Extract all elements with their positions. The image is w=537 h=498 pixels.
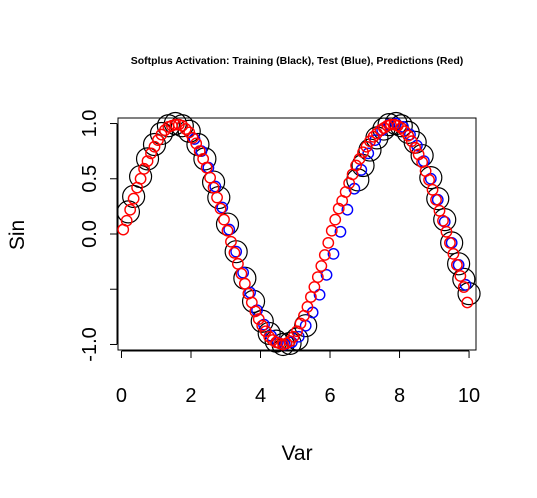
data-point bbox=[205, 172, 215, 182]
x-tick-label: 10 bbox=[458, 385, 480, 407]
data-point bbox=[125, 205, 135, 215]
y-axis-title: Sin bbox=[6, 220, 29, 250]
x-axis: 0 2 4 6 8 10 bbox=[116, 351, 480, 407]
y-tick-label: 1.0 bbox=[79, 110, 101, 138]
data-point bbox=[309, 282, 319, 292]
data-point bbox=[434, 206, 444, 216]
chart-title: Softplus Activation: Training (Black), T… bbox=[131, 55, 464, 67]
data-point bbox=[441, 232, 463, 254]
y-tick-label: 0.0 bbox=[79, 220, 101, 248]
y-tick-label: 0.5 bbox=[79, 165, 101, 193]
y-tick-label: -1.0 bbox=[79, 327, 101, 361]
data-point bbox=[427, 185, 437, 195]
data-point bbox=[219, 214, 229, 224]
data-point bbox=[323, 238, 333, 248]
data-point bbox=[455, 271, 465, 281]
data-point bbox=[233, 259, 243, 269]
x-tick-label: 0 bbox=[116, 385, 127, 407]
data-point bbox=[462, 297, 472, 307]
y-axis: -1.0 0.0 0.5 1.0 bbox=[79, 110, 117, 362]
points-layer bbox=[117, 113, 480, 356]
x-tick-label: 6 bbox=[324, 385, 335, 407]
x-axis-title: Var bbox=[281, 442, 312, 465]
data-point bbox=[121, 216, 131, 226]
plot-frame bbox=[118, 118, 476, 350]
x-tick-label: 2 bbox=[185, 385, 196, 407]
x-tick-label: 4 bbox=[255, 385, 266, 407]
data-point bbox=[316, 261, 326, 271]
data-point bbox=[330, 214, 340, 224]
x-tick-label: 8 bbox=[394, 385, 405, 407]
data-point bbox=[240, 279, 250, 289]
data-point bbox=[212, 192, 222, 202]
series-3 bbox=[118, 119, 472, 349]
data-point bbox=[135, 174, 145, 184]
